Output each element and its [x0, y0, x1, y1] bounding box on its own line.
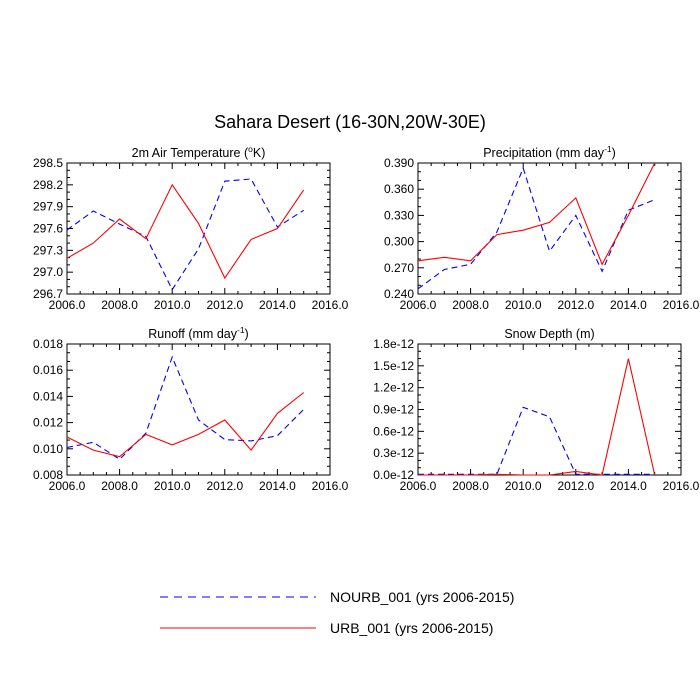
x-tick-label: 2010.0	[505, 298, 542, 312]
x-tick-label: 2014.0	[610, 298, 647, 312]
series-line-urb	[417, 162, 656, 266]
x-tick-label: 2014.0	[259, 479, 296, 493]
panel-title-text: Precipitation (mm day	[483, 146, 605, 160]
x-tick-label: 2006.0	[400, 298, 437, 312]
panels: 2m Air Temperature (oK) 2006.0 2008.0 2010.…	[33, 144, 700, 493]
panel-title-text-end: )	[245, 327, 249, 341]
y-tick-label: 297.0	[33, 265, 63, 279]
y-tick-label: 297.9	[33, 200, 63, 214]
x-tick-label: 2012.0	[557, 479, 594, 493]
y-tick-label: 296.7	[33, 287, 63, 301]
panel-title-superscript: -1	[604, 144, 612, 154]
x-tick-label: 2016.0	[312, 298, 349, 312]
legend-label-urb: URB_001 (yrs 2006-2015)	[330, 620, 493, 636]
y-tick-label: 298.5	[33, 156, 63, 170]
x-tick-label: 2012.0	[557, 298, 594, 312]
panel-title: Snow Depth (m)	[504, 327, 594, 341]
y-tick-label: 0.9e-12	[373, 403, 414, 417]
series-line-nourb	[66, 178, 304, 291]
x-tick-label: 2008.0	[101, 298, 138, 312]
panel-title-text-end: K)	[253, 146, 266, 160]
panel-title: Runoff (mm day-1)	[148, 325, 248, 341]
y-tick-label: 0.270	[384, 261, 414, 275]
x-tick-label: 2012.0	[206, 298, 243, 312]
panel-2: Precipitation (mm day-1) 2006.0 2008.0 2010…	[384, 144, 700, 312]
y-tick-label: 0.390	[384, 156, 414, 170]
plot-frame	[417, 162, 682, 295]
series-line-nourb	[66, 355, 305, 461]
y-tick-label: 1.5e-12	[373, 359, 414, 373]
series-line-nourb	[417, 166, 655, 290]
series-line-nourb	[418, 406, 655, 475]
panel-4: Snow Depth (m) 2006.0 2008.0 2010.0 2012.0 20…	[373, 327, 699, 493]
panel-title-text: Snow Depth (m)	[504, 327, 594, 341]
x-tick-label: 2008.0	[452, 298, 489, 312]
plot-frame	[417, 343, 682, 476]
x-tick-label: 2014.0	[259, 298, 296, 312]
y-tick-label: 0.018	[33, 337, 63, 351]
x-tick-label: 2014.0	[610, 479, 647, 493]
x-tick-label: 2016.0	[663, 479, 700, 493]
y-tick-label: 298.2	[33, 178, 63, 192]
series-line-urb	[418, 358, 656, 476]
y-tick-label: 0.014	[33, 389, 63, 403]
x-tick-label: 2010.0	[154, 298, 191, 312]
x-tick-label: 2012.0	[206, 479, 243, 493]
figure-title: Sahara Desert (16-30N,20W-30E)	[214, 112, 486, 132]
plot-frame	[66, 162, 331, 295]
y-tick-label: 1.8e-12	[373, 337, 414, 351]
x-tick-label: 2010.0	[154, 479, 191, 493]
x-tick-label: 2008.0	[452, 479, 489, 493]
legend: NOURB_001 (yrs 2006-2015) URB_001 (yrs 20…	[160, 589, 514, 636]
panel-title-text: Runoff (mm day	[148, 327, 237, 341]
x-tick-label: 2016.0	[312, 479, 349, 493]
x-tick-label: 2006.0	[49, 479, 86, 493]
y-tick-label: 0.008	[33, 468, 63, 482]
y-tick-label: 0.6e-12	[373, 424, 414, 438]
y-tick-label: 297.3	[33, 243, 63, 257]
panel-title: Precipitation (mm day-1)	[483, 144, 616, 160]
y-tick-label: 1.2e-12	[373, 381, 414, 395]
plot-frame	[66, 343, 331, 476]
panel-title-superscript: o	[248, 144, 253, 154]
y-tick-label: 0.012	[33, 416, 63, 430]
panel-title-superscript: -1	[237, 325, 245, 335]
y-tick-label: 0.360	[384, 182, 414, 196]
y-tick-label: 0.240	[384, 287, 414, 301]
y-tick-label: 0.016	[33, 363, 63, 377]
y-tick-label: 0.0e-12	[373, 468, 414, 482]
panel-title: 2m Air Temperature (oK)	[132, 144, 266, 160]
x-tick-label: 2016.0	[663, 298, 700, 312]
x-tick-label: 2006.0	[49, 298, 86, 312]
panel-1: 2m Air Temperature (oK) 2006.0 2008.0 2010.…	[33, 144, 349, 312]
series-line-urb	[66, 392, 305, 458]
panel-3: Runoff (mm day-1) 2006.0 2008.0 2010.0 2012.…	[33, 325, 349, 493]
y-tick-label: 0.300	[384, 235, 414, 249]
x-tick-label: 2006.0	[400, 479, 437, 493]
y-tick-label: 0.330	[384, 208, 414, 222]
legend-label-nourb: NOURB_001 (yrs 2006-2015)	[330, 589, 514, 605]
y-tick-label: 0.010	[33, 442, 63, 456]
panel-title-text-end: )	[612, 146, 616, 160]
x-tick-label: 2008.0	[101, 479, 138, 493]
y-tick-label: 0.3e-12	[373, 446, 414, 460]
x-tick-label: 2010.0	[505, 479, 542, 493]
series-line-urb	[66, 183, 305, 280]
y-tick-label: 297.6	[33, 222, 63, 236]
panel-title-text: 2m Air Temperature (	[132, 146, 249, 160]
